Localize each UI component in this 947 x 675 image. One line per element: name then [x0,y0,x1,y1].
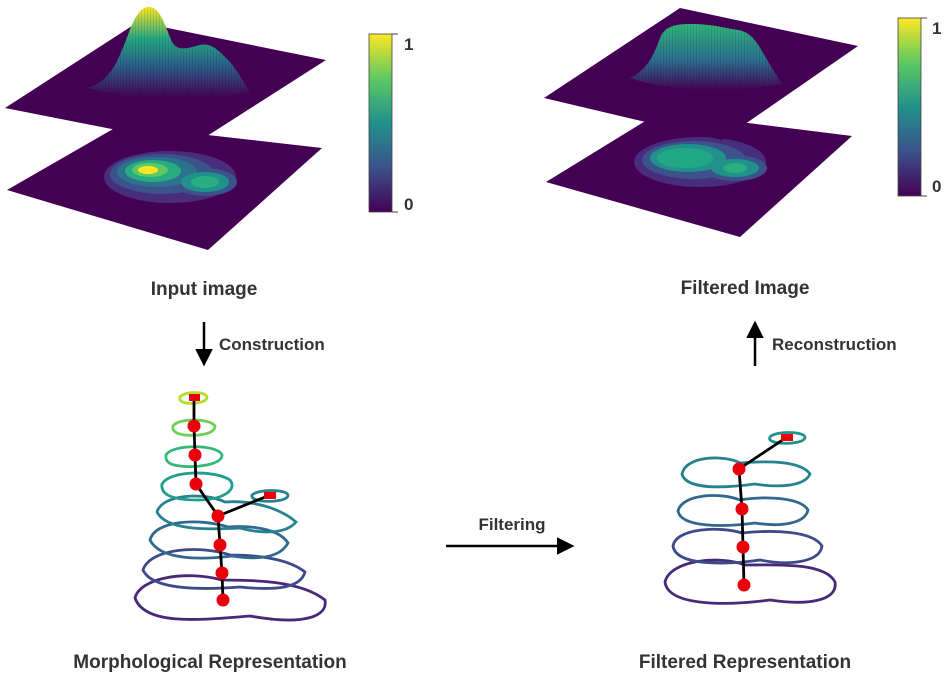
morphological-tree [187,394,276,607]
filtered-tree [732,434,793,592]
filtered-representation [663,431,837,605]
input-surface-peaks [88,6,250,98]
filtered-representation-label: Filtered Representation [639,652,851,673]
filtered-surface-peaks [630,24,782,91]
filtered-image-label: Filtered Image [681,278,810,299]
input-image-figure [5,6,326,250]
filtered-image-figure [544,8,858,237]
input-heatmap-blobs [104,151,237,203]
filtered-heatmap-blobs [634,137,767,187]
reconstruction-label: Reconstruction [772,335,897,354]
colorbar-left-min: 0 [404,195,413,214]
filtering-label: Filtering [478,515,545,534]
colorbar-right-min: 0 [932,177,941,196]
colorbar-left: 1 0 [368,33,413,214]
morphological-representation [133,391,327,622]
colorbar-right-max: 1 [932,19,941,38]
input-image-label: Input image [151,279,258,300]
morphological-representation-label: Morphological Representation [73,652,346,673]
colorbar-right: 1 0 [897,17,941,197]
construction-label: Construction [219,335,325,354]
colorbar-left-max: 1 [404,35,413,54]
